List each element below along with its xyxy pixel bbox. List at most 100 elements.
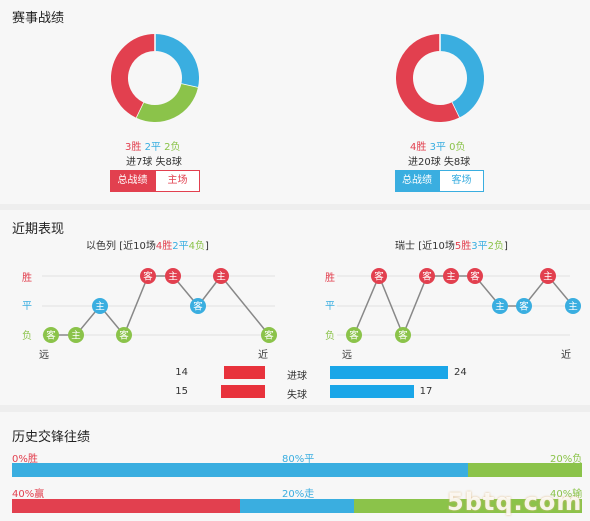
left-form-venue-label: 客 — [119, 330, 129, 342]
right-form-point — [395, 327, 411, 343]
right-tab-total[interactable]: 总战绩 — [395, 170, 439, 192]
left-form-chart: 客主主客客 主客主客 — [42, 268, 277, 343]
history-panel: 历史交锋往绩 0%胜 80%平 20%负 40%赢 20%走 40%输 — [0, 412, 590, 521]
history-row1-segment-draw — [12, 463, 468, 477]
left-form-point — [43, 327, 59, 343]
history-row1-segment-loss — [468, 463, 582, 477]
right-header-prefix: [近10场 — [418, 241, 455, 252]
left-draw-count: 2平 — [144, 142, 161, 153]
left-donut-separator — [135, 102, 144, 118]
left-row-label-draw: 平 — [22, 301, 32, 312]
right-form-point — [346, 327, 362, 343]
left-goals-for-value: 14 — [175, 367, 188, 378]
left-recent-draws: 2平 — [172, 241, 189, 252]
left-header-suffix: ] — [204, 241, 209, 252]
history-row1-mid-text: 80%平 — [282, 454, 315, 465]
right-form-point — [467, 268, 483, 284]
history-row1-right-text: 20%负 — [550, 454, 583, 465]
right-donut-slice-draw — [439, 34, 484, 118]
left-form-venue-label: 主 — [71, 330, 81, 342]
right-recent-wins: 5胜 — [454, 241, 472, 252]
recent-panel: 近期表现 以色列 [近10场4胜2平4负] 瑞士 [近10场5胜3平2负] 胜 … — [0, 210, 590, 405]
left-tab-home[interactable]: 主场 — [155, 170, 200, 192]
left-form-venue-label: 客 — [46, 330, 56, 342]
left-form-venue-label: 主 — [168, 271, 178, 283]
left-win-count: 3胜 — [125, 142, 142, 153]
left-form-point — [213, 268, 229, 284]
right-goals-against-bar — [330, 385, 414, 398]
right-donut — [396, 34, 484, 122]
right-form-point — [371, 268, 387, 284]
right-loss-count: 0负 — [449, 142, 466, 153]
left-near-label: 近 — [258, 350, 268, 361]
right-draw-count: 3平 — [429, 142, 446, 153]
right-team-name: 瑞士 — [395, 241, 415, 252]
right-form-venue-label: 客 — [398, 330, 408, 342]
recent-title: 近期表现 — [12, 222, 65, 237]
left-row-label-loss: 负 — [22, 331, 32, 342]
right-form-venue-label: 客 — [470, 271, 480, 283]
right-tab-away[interactable]: 客场 — [439, 170, 484, 192]
left-row-label-win: 胜 — [22, 273, 32, 284]
left-form-venue-label: 主 — [216, 271, 226, 283]
right-form-point — [540, 268, 556, 284]
right-form-venue-label: 客 — [422, 271, 432, 283]
left-goals-against-bar — [221, 385, 265, 398]
right-goals-for-value: 24 — [454, 367, 467, 378]
right-form-point — [419, 268, 435, 284]
right-form-venue-label: 主 — [568, 301, 578, 313]
left-form-point — [140, 268, 156, 284]
right-form-venue-label: 主 — [495, 301, 505, 313]
right-form-line — [353, 274, 574, 337]
right-record-counts: 4胜 3平 0负 — [410, 138, 466, 153]
record-title: 赛事战绩 — [12, 11, 65, 26]
left-goals-against-value: 15 — [175, 386, 188, 397]
left-tab-total[interactable]: 总战绩 — [110, 170, 155, 192]
left-recent-header: 以色列 [近10场4胜2平4负] — [86, 237, 209, 252]
left-goals-for-bar — [224, 366, 265, 379]
right-donut-slice-win — [396, 34, 460, 122]
history-row2-segment-draw — [240, 499, 354, 513]
left-form-venue-label: 客 — [143, 271, 153, 283]
right-near-label: 近 — [561, 350, 571, 361]
right-form-point — [516, 298, 532, 314]
left-loss-count: 2负 — [164, 142, 181, 153]
history-row1-left-text: 0%胜 — [12, 454, 38, 465]
history-title: 历史交锋往绩 — [12, 430, 91, 445]
left-form-point — [165, 268, 181, 284]
right-row-label-loss: 负 — [325, 331, 335, 342]
right-form-point — [565, 298, 581, 314]
left-recent-losses: 4负 — [188, 241, 205, 252]
right-row-label-win: 胜 — [325, 273, 335, 284]
goals-for-label: 进球 — [287, 371, 307, 382]
history-row1-bar — [12, 463, 582, 477]
left-far-label: 远 — [39, 350, 49, 361]
record-panel: 赛事战绩 3胜 2平 2负 进7球 失8球 总战绩 主场 4胜 3平 0负 进2… — [0, 0, 590, 204]
right-recent-losses: 2负 — [487, 241, 504, 252]
goals-against-label: 失球 — [287, 390, 307, 401]
history-row2-bar — [12, 499, 582, 513]
right-far-label: 远 — [342, 350, 352, 361]
right-goals-against-value: 17 — [419, 386, 433, 397]
right-form-point — [492, 298, 508, 314]
right-goals-for-bar — [330, 366, 448, 379]
left-form-point — [116, 327, 132, 343]
history-row2-segment-win — [12, 499, 240, 513]
right-row-label-draw: 平 — [325, 301, 335, 312]
right-form-point — [443, 268, 459, 284]
right-form-venue-label: 客 — [374, 271, 384, 283]
left-donut-slice-loss — [135, 83, 198, 122]
left-form-point — [190, 298, 206, 314]
left-goals-summary: 进7球 失8球 — [126, 157, 182, 168]
right-win-count: 4胜 — [410, 142, 427, 153]
left-donut — [111, 34, 199, 122]
right-goals-summary: 进20球 失8球 — [408, 157, 471, 168]
watermark-logo: 5btq.com — [447, 488, 583, 516]
left-team-name: 以色列 — [86, 241, 116, 252]
history-row2-right-text: 40%输 — [550, 489, 583, 500]
right-form-chart: 客客客客主客主 客主主 — [337, 268, 581, 343]
left-donut-slice-win — [111, 34, 156, 118]
left-form-point — [68, 327, 84, 343]
left-record-counts: 3胜 2平 2负 — [125, 138, 181, 153]
history-row2-mid-text: 20%走 — [282, 489, 315, 500]
